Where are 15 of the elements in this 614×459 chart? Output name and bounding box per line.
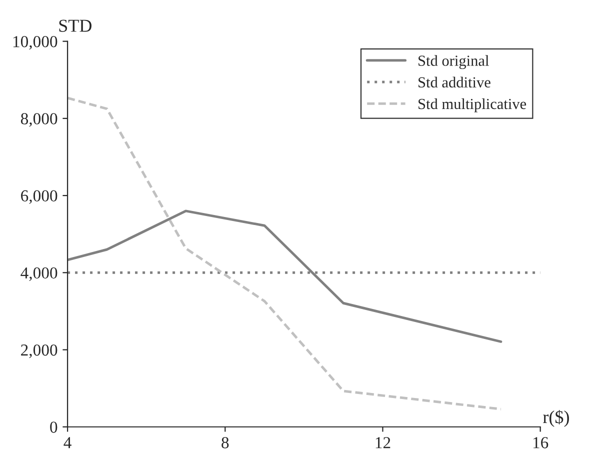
legend-label: Std original bbox=[418, 55, 489, 70]
y-tick-label: 8,000 bbox=[20, 113, 58, 127]
y-axis-title: STD bbox=[59, 20, 92, 32]
x-tick-label: 4 bbox=[64, 437, 72, 448]
y-tick-label: 6,000 bbox=[21, 190, 58, 204]
y-tick-label: 2,000 bbox=[21, 344, 58, 358]
legend-label: Std multiplicative bbox=[418, 98, 526, 112]
x-tick-label: 8 bbox=[222, 437, 229, 448]
y-tick-label: 10,000 bbox=[13, 36, 58, 50]
legend-label: Std additive bbox=[418, 76, 490, 88]
y-tick-label: 0 bbox=[50, 422, 58, 433]
x-tick-label: 12 bbox=[376, 437, 390, 448]
x-tick-label: 16 bbox=[533, 437, 548, 448]
x-axis-title: r($) bbox=[543, 410, 569, 427]
y-tick-label: 4,000 bbox=[20, 267, 58, 281]
